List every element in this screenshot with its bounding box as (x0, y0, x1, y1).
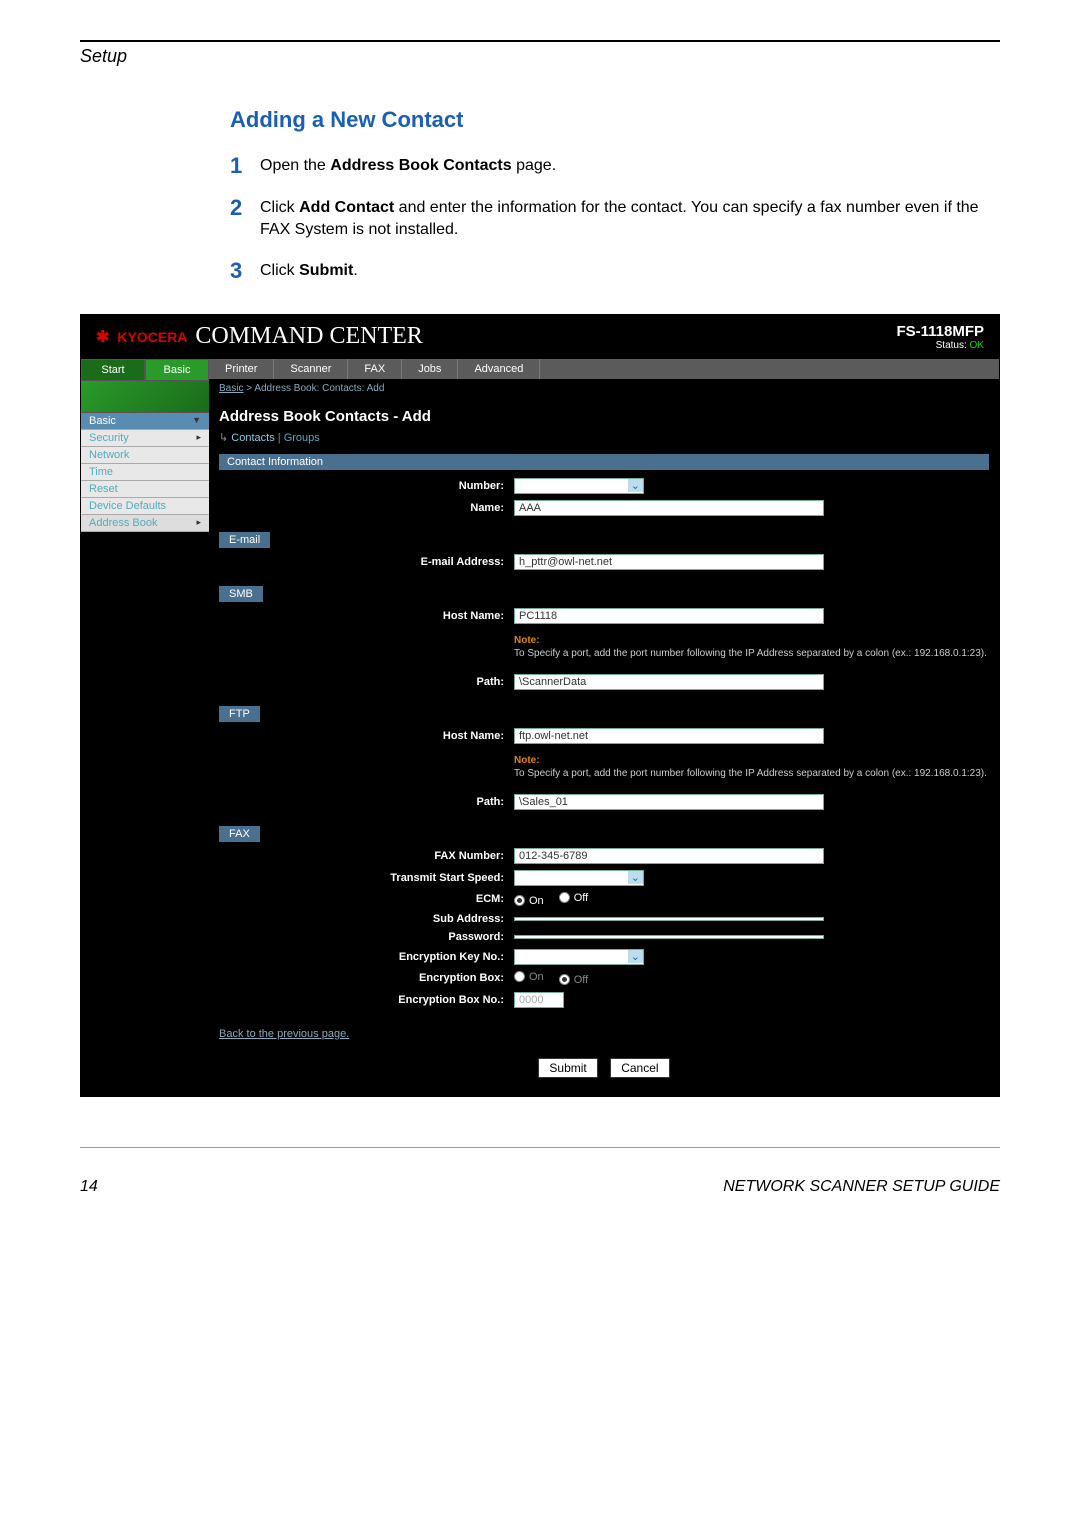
sidebar-item-security[interactable]: Security▸ (81, 430, 209, 447)
ecm-on-radio[interactable]: On (514, 895, 544, 907)
enckey-select[interactable]: None⌄ (514, 949, 644, 965)
smb-host-input[interactable]: PC1118 (514, 608, 824, 624)
sidebar-item-device-defaults[interactable]: Device Defaults (81, 498, 209, 515)
smb-note-label: Note: (514, 635, 540, 646)
smb-path-label: Path: (219, 676, 514, 688)
breadcrumb: Basic > Address Book: Contacts: Add (209, 379, 999, 398)
step-text: Click Submit. (260, 258, 358, 284)
kyocera-icon: ✱ (96, 327, 109, 347)
subaddr-label: Sub Address: (219, 913, 514, 925)
faxnum-label: FAX Number: (219, 850, 514, 862)
section-title: Adding a New Contact (230, 107, 1000, 133)
step: 3Click Submit. (230, 258, 1000, 284)
tab-start[interactable]: Start (81, 359, 145, 381)
encbox-off-radio[interactable]: Off (559, 974, 588, 986)
smb-path-input[interactable]: \ScannerData (514, 674, 824, 690)
sidebar-item-address-book[interactable]: Address Book▸ (81, 515, 209, 532)
main-panel: PrinterScannerFAXJobsAdvanced Basic > Ad… (209, 359, 999, 1096)
command-center-screenshot: ✱ KYOCERA COMMAND CENTER FS-1118MFP Stat… (80, 314, 1000, 1097)
ftp-host-input[interactable]: ftp.owl-net.net (514, 728, 824, 744)
step-number: 1 (230, 153, 260, 179)
password-label: Password: (219, 931, 514, 943)
tab-printer[interactable]: Printer (209, 359, 274, 379)
subaddr-input[interactable] (514, 917, 824, 921)
subnav: ↳ Contacts | Groups (219, 431, 989, 444)
password-input[interactable] (514, 935, 824, 939)
speed-select[interactable]: 33600bps⌄ (514, 870, 644, 886)
back-link[interactable]: Back to the previous page. (219, 1028, 349, 1040)
status-value: OK (970, 340, 984, 351)
encbox-label: Encryption Box: (219, 972, 514, 984)
page-header: Setup (80, 46, 1000, 67)
encbox-on-radio[interactable]: On (514, 971, 544, 983)
tab-scanner[interactable]: Scanner (274, 359, 348, 379)
breadcrumb-root[interactable]: Basic (219, 383, 243, 394)
sidebar-item-time[interactable]: Time (81, 464, 209, 481)
model-label: FS-1118MFP (896, 323, 984, 340)
page-number: 14 (80, 1178, 98, 1196)
step-text: Click Add Contact and enter the informat… (260, 195, 1000, 242)
tabs-top: PrinterScannerFAXJobsAdvanced (209, 359, 999, 379)
brand-text: KYOCERA (117, 329, 187, 345)
speed-label: Transmit Start Speed: (219, 872, 514, 884)
subnav-groups[interactable]: Groups (284, 432, 320, 444)
ftp-note-label: Note: (514, 755, 540, 766)
sidebar-item-basic[interactable]: Basic▼ (81, 413, 209, 430)
sidebar: Start Basic Basic▼Security▸NetworkTimeRe… (81, 359, 209, 1096)
footer-title: NETWORK SCANNER SETUP GUIDE (723, 1178, 1000, 1196)
subnav-contacts[interactable]: Contacts (231, 432, 274, 444)
step-number: 2 (230, 195, 260, 242)
encboxno-label: Encryption Box No.: (219, 994, 514, 1006)
step-number: 3 (230, 258, 260, 284)
section-ftp: FTP (219, 706, 260, 722)
section-contact-info: Contact Information (219, 454, 989, 470)
tab-advanced[interactable]: Advanced (458, 359, 540, 379)
sidebar-graphic (81, 381, 209, 413)
step-text: Open the Address Book Contacts page. (260, 153, 556, 179)
submit-button[interactable]: Submit (538, 1058, 597, 1078)
email-label: E-mail Address: (219, 556, 514, 568)
smb-host-label: Host Name: (219, 610, 514, 622)
steps-list: 1Open the Address Book Contacts page.2Cl… (230, 153, 1000, 284)
cc-header: ✱ KYOCERA COMMAND CENTER FS-1118MFP Stat… (81, 315, 999, 359)
section-email: E-mail (219, 532, 270, 548)
tab-jobs[interactable]: Jobs (402, 359, 458, 379)
section-fax: FAX (219, 826, 260, 842)
smb-note-text: To Specify a port, add the port number f… (514, 648, 987, 659)
number-select[interactable]: 2⌄ (514, 478, 644, 494)
number-label: Number: (219, 480, 514, 492)
ecm-off-radio[interactable]: Off (559, 892, 588, 904)
email-input[interactable]: h_pttr@owl-net.net (514, 554, 824, 570)
status-label: Status: (936, 340, 967, 351)
form-title: Address Book Contacts - Add (219, 408, 989, 425)
cc-title: COMMAND CENTER (195, 323, 422, 350)
step: 2Click Add Contact and enter the informa… (230, 195, 1000, 242)
faxnum-input[interactable]: 012-345-6789 (514, 848, 824, 864)
tab-basic[interactable]: Basic (145, 359, 209, 381)
enckey-label: Encryption Key No.: (219, 951, 514, 963)
encboxno-input[interactable]: 0000 (514, 992, 564, 1008)
ftp-host-label: Host Name: (219, 730, 514, 742)
subnav-indent: ↳ (219, 432, 228, 444)
ftp-path-input[interactable]: \Sales_01 (514, 794, 824, 810)
ftp-note-text: To Specify a port, add the port number f… (514, 768, 987, 779)
name-input[interactable]: AAA (514, 500, 824, 516)
section-smb: SMB (219, 586, 263, 602)
side-menu: Basic▼Security▸NetworkTimeResetDevice De… (81, 413, 209, 532)
sidebar-item-network[interactable]: Network (81, 447, 209, 464)
step: 1Open the Address Book Contacts page. (230, 153, 1000, 179)
ftp-path-label: Path: (219, 796, 514, 808)
name-label: Name: (219, 502, 514, 514)
ecm-label: ECM: (219, 893, 514, 905)
breadcrumb-path: Address Book: Contacts: Add (254, 383, 384, 394)
tab-fax[interactable]: FAX (348, 359, 402, 379)
cancel-button[interactable]: Cancel (610, 1058, 669, 1078)
sidebar-item-reset[interactable]: Reset (81, 481, 209, 498)
